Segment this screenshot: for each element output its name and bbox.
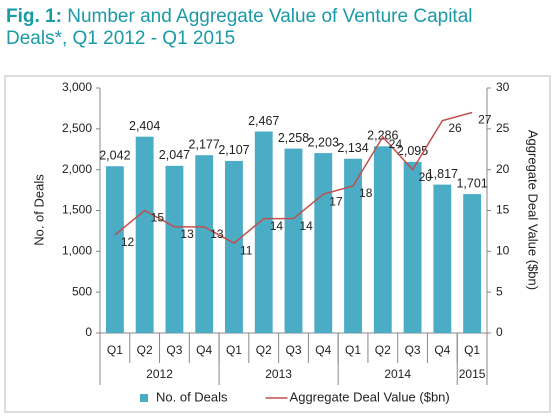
y-axis-title: No. of Deals [31, 174, 46, 246]
line [114, 111, 473, 245]
line-value-label: 13 [180, 227, 194, 241]
legend-label: Aggregate Deal Value ($bn) [290, 389, 450, 404]
x-group-label: 2013 [265, 367, 292, 381]
bar-value-label: 2,177 [189, 138, 220, 152]
bar-value-label: 2,107 [218, 143, 249, 157]
bar [165, 165, 184, 333]
bar [284, 148, 303, 333]
x-group-label: 2015 [459, 367, 486, 381]
y2-tick-label: 10 [496, 244, 510, 258]
bar [314, 153, 333, 333]
line-value-label: 20 [419, 170, 433, 184]
line-value-label: 17 [329, 194, 343, 208]
bar [344, 158, 362, 333]
line-value-label: 13 [210, 227, 224, 241]
x-tick-label: Q1 [107, 343, 123, 357]
y2-tick-label: 5 [496, 284, 503, 298]
line-value-label: 14 [300, 219, 314, 233]
bar [105, 166, 124, 333]
x-tick-label: Q2 [375, 343, 391, 357]
line-value-label: 11 [240, 243, 253, 257]
bar-value-label: 2,095 [397, 144, 428, 158]
y2-tick-label: 25 [496, 121, 510, 135]
x-tick-label: Q4 [196, 343, 212, 357]
bar-value-label: 2,258 [278, 131, 309, 145]
x-group-label: 2012 [146, 367, 173, 381]
bar [225, 160, 243, 333]
x-tick-label: Q4 [434, 343, 450, 357]
y-tick-label: 2,000 [62, 162, 92, 176]
x-tick-label: Q1 [464, 343, 480, 357]
legend-swatch [140, 394, 148, 402]
y-tick-label: 1,000 [62, 244, 92, 258]
bar-value-label: 2,203 [308, 135, 339, 149]
bar-value-label: 2,047 [159, 148, 190, 162]
x-tick-label: Q2 [137, 343, 153, 357]
x-tick-label: Q1 [226, 343, 242, 357]
bar-value-label: 2,286 [367, 129, 398, 143]
line-value-label: 27 [478, 113, 492, 127]
line-value-label: 15 [151, 211, 165, 225]
y-tick-label: 500 [72, 284, 92, 298]
x-tick-label: Q3 [405, 343, 421, 357]
x-group-label: 2014 [384, 367, 411, 381]
y-tick-label: 3,000 [62, 80, 92, 94]
title-text: Number and Aggregate Value of Venture Ca… [6, 6, 473, 49]
bar [433, 184, 452, 333]
bar [463, 194, 482, 333]
bar [135, 136, 154, 333]
bar [373, 146, 392, 333]
y2-tick-label: 0 [496, 325, 503, 339]
y2-tick-label: 30 [496, 80, 510, 94]
x-tick-label: Q4 [315, 343, 331, 357]
chart-title: Fig. 1: Number and Aggregate Value of Ve… [6, 6, 526, 50]
y2-tick-label: 15 [496, 203, 510, 217]
x-tick-label: Q2 [256, 343, 272, 357]
bar [254, 131, 273, 333]
bar-value-label: 2,467 [248, 114, 279, 128]
bar-value-label: 2,042 [99, 149, 130, 163]
y-tick-label: 2,500 [62, 121, 92, 135]
bar-value-label: 2,404 [129, 119, 160, 133]
line-value-label: 24 [389, 137, 403, 151]
y2-axis-title: Aggregate Deal Value ($bn) [526, 130, 541, 290]
chart-frame [4, 75, 551, 413]
x-tick-label: Q3 [285, 343, 301, 357]
legend-label: No. of Deals [156, 389, 228, 404]
line-value-label: 14 [270, 219, 284, 233]
bar-value-label: 1,817 [427, 167, 458, 181]
bar [195, 155, 214, 333]
title-prefix: Fig. 1: [6, 6, 62, 27]
x-tick-label: Q3 [166, 343, 182, 357]
bar [403, 161, 422, 333]
y2-tick-label: 20 [496, 162, 510, 176]
x-tick-label: Q1 [345, 343, 361, 357]
y-tick-label: 0 [85, 325, 92, 339]
bar-value-label: 1,701 [456, 176, 487, 190]
line-value-label: 26 [448, 121, 462, 135]
line-value-label: 12 [121, 235, 135, 249]
bar-value-label: 2,134 [337, 141, 368, 155]
y-tick-label: 1,500 [62, 203, 92, 217]
line-value-label: 18 [359, 186, 373, 200]
